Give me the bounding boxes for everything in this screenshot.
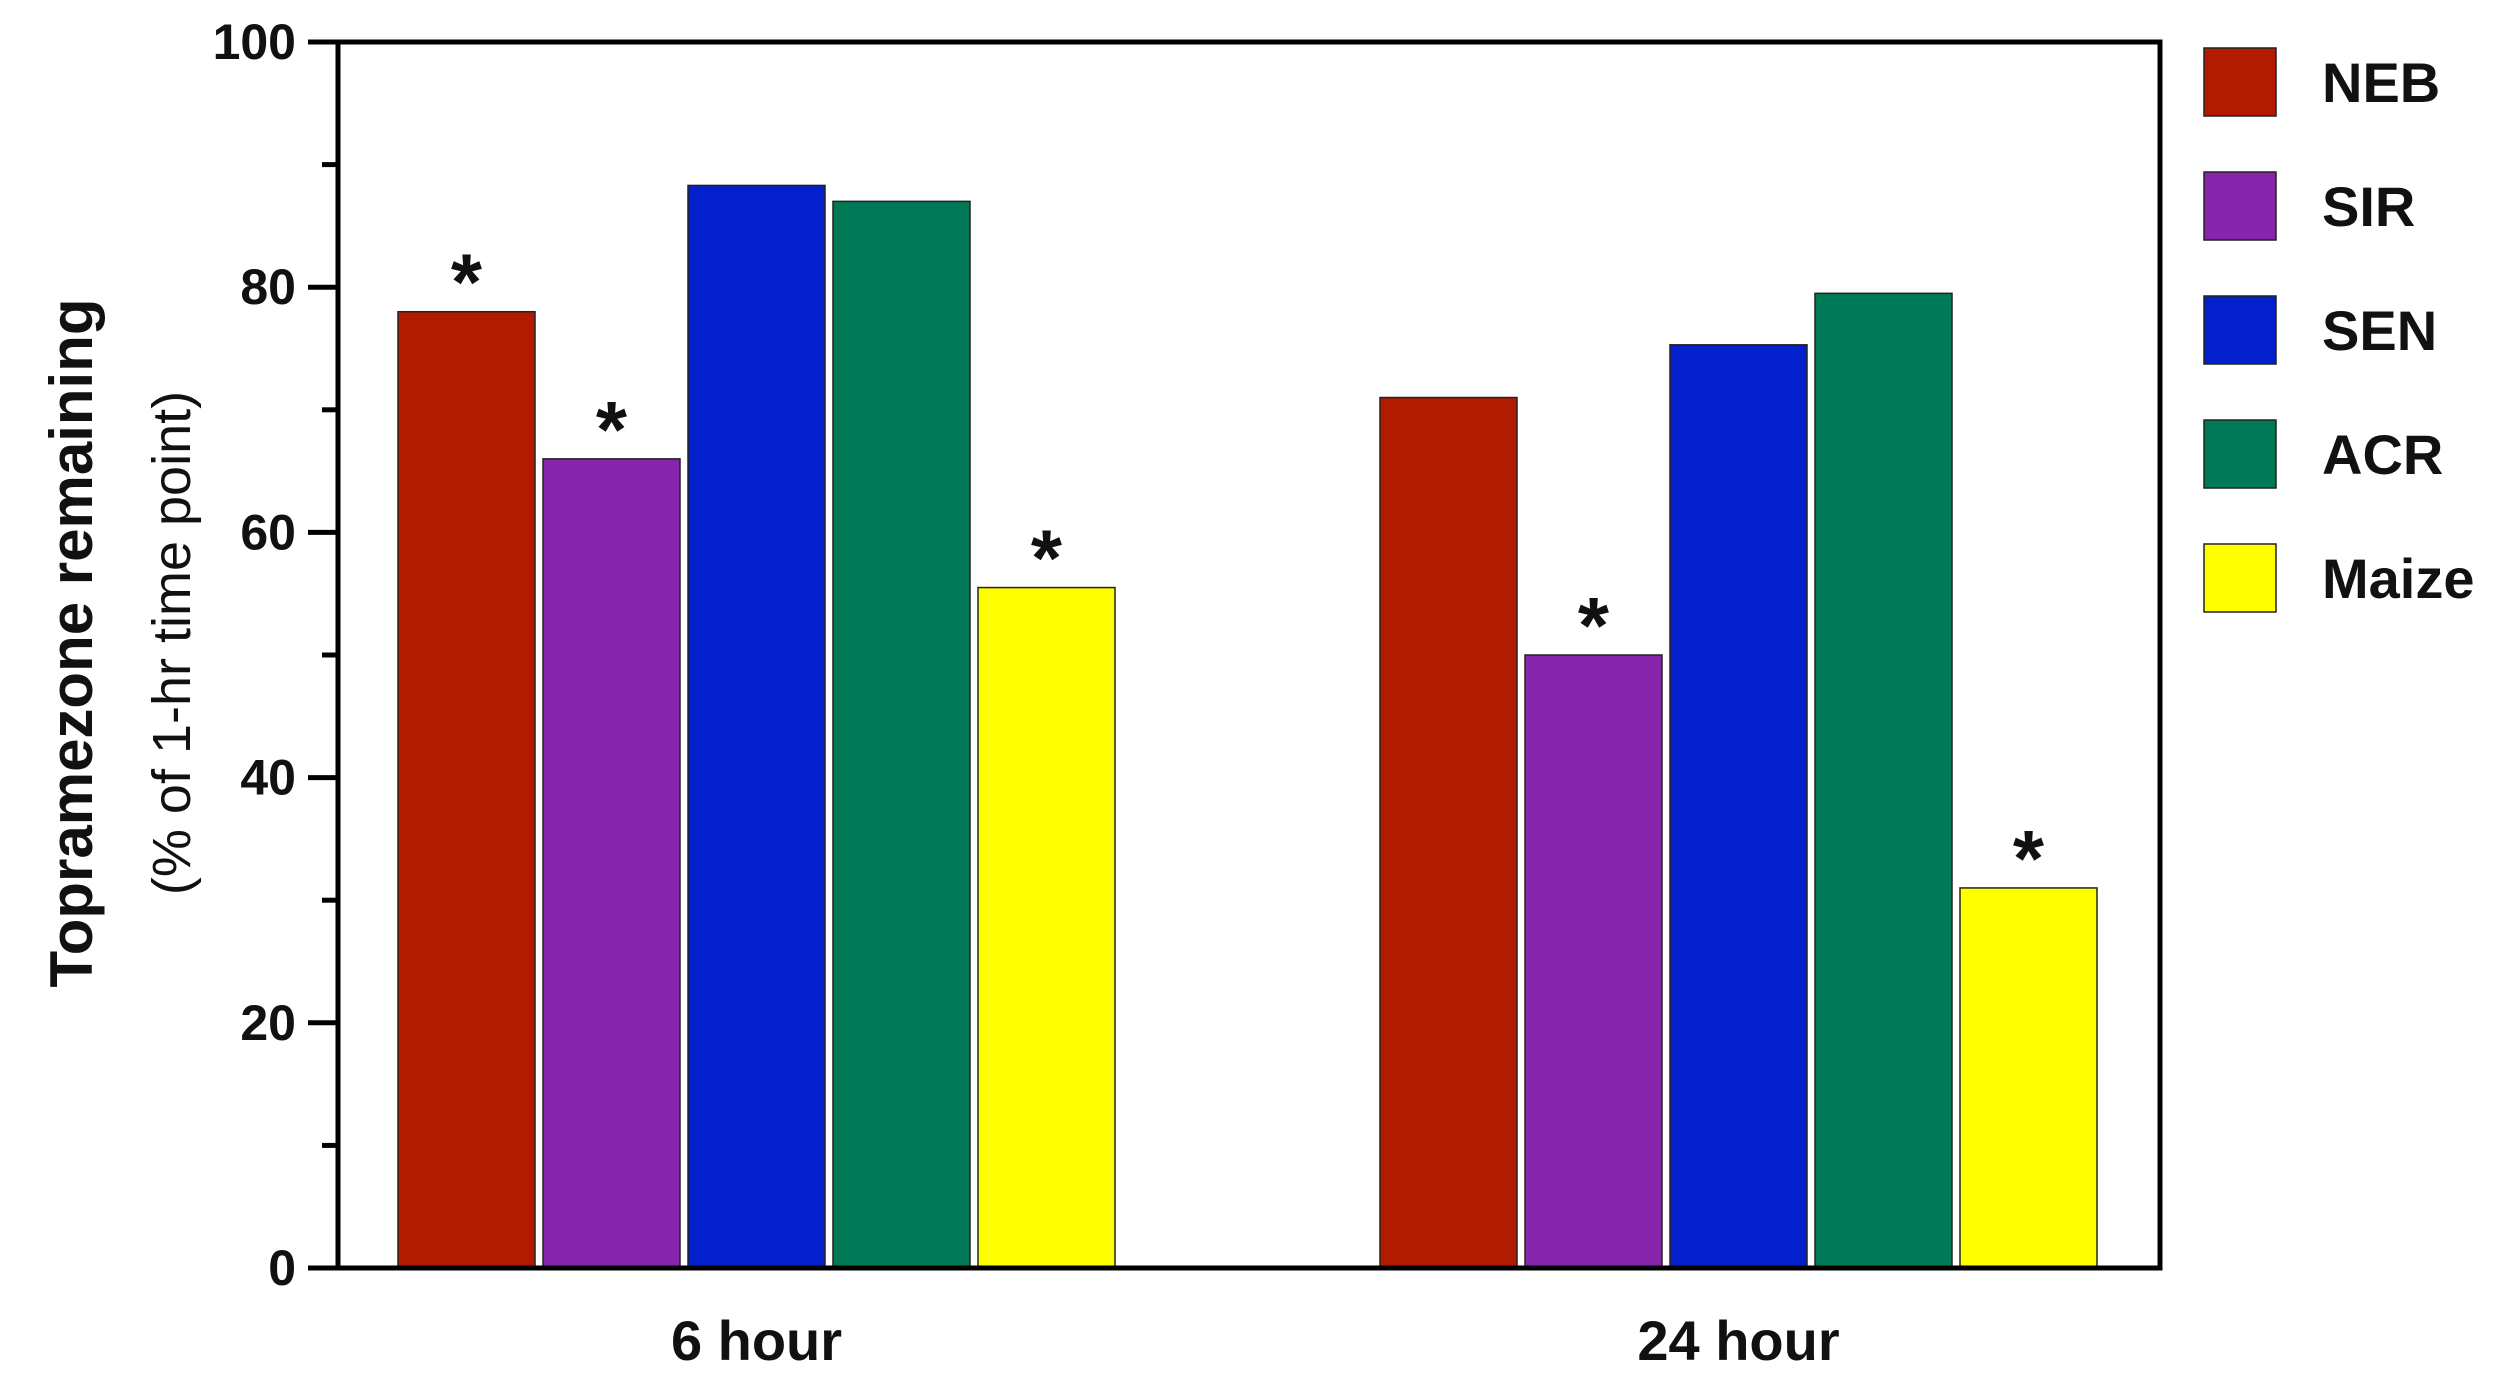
- bar-sir-24-hour: [1524, 654, 1663, 1269]
- bar-neb-6-hour: [397, 310, 536, 1269]
- significance-marks: * * * * *: [451, 238, 2045, 903]
- bar-acr-24-hour: [1814, 292, 1953, 1269]
- legend-swatch-sen: [2203, 295, 2277, 365]
- bars-layer: [397, 184, 2098, 1269]
- y-tick-label: 20: [240, 995, 296, 1051]
- bar-maize-6-hour: [977, 586, 1116, 1269]
- legend: NEB SIR SEN ACR Maize: [2203, 47, 2475, 613]
- x-tick-label: 24 hour: [1637, 1309, 1839, 1372]
- legend-label-acr: ACR: [2322, 423, 2443, 486]
- y-tick-label: 0: [268, 1240, 296, 1296]
- x-tick-label: 6 hour: [671, 1309, 842, 1372]
- bar-neb-24-hour: [1379, 396, 1518, 1269]
- bar-sir-6-hour: [542, 458, 681, 1269]
- legend-swatch-maize: [2203, 543, 2277, 613]
- significance-star: *: [2013, 814, 2045, 903]
- bar-sen-24-hour: [1669, 344, 1808, 1269]
- y-axis-subtitle: (% of 1-hr time point): [142, 391, 202, 895]
- y-axis: 0 20 40 60 80 100: [213, 14, 338, 1296]
- y-tick-label: 60: [240, 504, 296, 560]
- y-tick-label: 80: [240, 259, 296, 315]
- y-tick-label: 100: [213, 14, 296, 70]
- legend-swatch-sir: [2203, 171, 2277, 241]
- legend-label-maize: Maize: [2322, 547, 2475, 610]
- legend-swatch-neb: [2203, 47, 2277, 117]
- y-axis-label: Topramezone remaining (% of 1-hr time po…: [38, 298, 202, 987]
- legend-label-neb: NEB: [2322, 51, 2440, 114]
- significance-star: *: [1578, 581, 1610, 670]
- legend-swatch-acr: [2203, 419, 2277, 489]
- y-axis-title: Topramezone remaining: [38, 298, 105, 987]
- significance-star: *: [596, 385, 628, 474]
- y-tick-label: 40: [240, 750, 296, 806]
- bar-sen-6-hour: [687, 184, 826, 1269]
- x-axis: 6 hour 24 hour: [671, 1309, 1840, 1372]
- bar-maize-24-hour: [1959, 887, 2098, 1269]
- legend-label-sir: SIR: [2322, 175, 2415, 238]
- significance-star: *: [1031, 514, 1063, 603]
- bar-acr-6-hour: [832, 200, 971, 1269]
- significance-star: *: [451, 238, 483, 327]
- legend-label-sen: SEN: [2322, 299, 2437, 362]
